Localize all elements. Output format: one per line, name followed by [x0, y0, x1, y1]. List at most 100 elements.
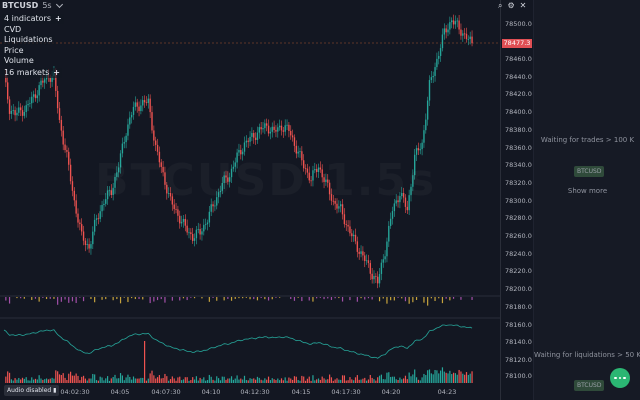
- candle-body: [295, 145, 297, 154]
- more-options-button[interactable]: [610, 368, 630, 388]
- volume-bar: [116, 378, 118, 383]
- symbol-bar[interactable]: BTCUSD 5s: [2, 0, 63, 10]
- delta-bar: [323, 297, 325, 300]
- delta-bar: [308, 297, 310, 301]
- candle-body: [166, 184, 168, 194]
- timeframe-label[interactable]: 5s: [42, 1, 52, 10]
- volume-bar: [179, 376, 181, 383]
- delta-bar: [42, 297, 44, 298]
- price-axis[interactable]: ⌕ ⚙ ✕ 78500.0 78460.0 78440.0 78420.0 78…: [498, 0, 532, 400]
- trades-market-badge[interactable]: BTCUSD: [574, 166, 605, 177]
- candle-body: [449, 22, 451, 30]
- delta-bar: [316, 297, 318, 299]
- gear-icon[interactable]: ⚙: [507, 1, 515, 10]
- volume-bar: [321, 376, 323, 383]
- markets-count-label[interactable]: 16 markets: [4, 68, 50, 77]
- chart-controls[interactable]: ⌕ ⚙ ✕: [498, 1, 526, 11]
- delta-bar: [212, 297, 214, 298]
- volume-bar: [195, 376, 197, 383]
- delta-bar: [404, 297, 407, 302]
- volume-bar: [203, 377, 205, 383]
- volume-bar: [280, 378, 283, 383]
- candle-body: [16, 112, 18, 116]
- markets-toggle[interactable]: 16 markets +: [2, 68, 62, 78]
- candle-body: [308, 172, 310, 181]
- volume-bar: [103, 380, 105, 383]
- candle-body: [426, 100, 429, 120]
- indicator-liquidations[interactable]: Liquidations: [2, 35, 55, 45]
- delta-bar: [367, 297, 370, 299]
- volume-bar: [45, 378, 48, 383]
- candle-body: [391, 211, 394, 219]
- price-chart[interactable]: [0, 0, 500, 400]
- symbol-label[interactable]: BTCUSD: [2, 1, 39, 10]
- liquidations-market-badge[interactable]: BTCUSD: [574, 380, 605, 391]
- volume-bar: [358, 379, 360, 383]
- volume-bar: [177, 377, 179, 383]
- time-label: 04:15: [291, 388, 311, 396]
- volume-bar: [267, 376, 270, 383]
- volume-bar: [101, 377, 103, 383]
- indicator-volume[interactable]: Volume: [2, 56, 36, 66]
- candle-body: [132, 106, 135, 115]
- candle-body: [428, 80, 431, 101]
- candle-body: [206, 222, 209, 225]
- volume-bar: [153, 375, 155, 383]
- volume-bar: [456, 374, 458, 383]
- candle-body: [110, 190, 112, 195]
- price-label: 78200.0: [505, 285, 532, 293]
- volume-bar: [391, 376, 394, 383]
- price-label: 78120.0: [505, 356, 532, 364]
- chevron-down-icon[interactable]: [55, 0, 63, 8]
- volume-bar: [58, 374, 61, 383]
- show-more-link[interactable]: Show more: [567, 187, 608, 195]
- volume-bar: [53, 378, 55, 383]
- close-icon[interactable]: ✕: [519, 1, 527, 10]
- delta-bar: [23, 297, 25, 299]
- add-market-icon[interactable]: +: [53, 68, 60, 77]
- audio-toggle-button[interactable]: Audio disabled ▮: [4, 385, 60, 396]
- indicators-toggle[interactable]: 4 indicators +: [2, 14, 64, 24]
- delta-bar: [216, 297, 218, 301]
- volume-bar: [40, 378, 42, 383]
- candle-body: [219, 190, 222, 193]
- candle-body: [328, 182, 331, 195]
- candle-body: [27, 104, 29, 106]
- price-label: 78240.0: [505, 250, 532, 258]
- volume-bar: [367, 379, 370, 383]
- candle-body: [10, 110, 13, 114]
- volume-bar: [10, 379, 12, 383]
- candle-body: [221, 183, 223, 191]
- indicators-count-label[interactable]: 4 indicators: [4, 14, 52, 23]
- volume-bar: [384, 379, 386, 383]
- add-indicator-icon[interactable]: +: [55, 14, 62, 23]
- delta-bar: [415, 297, 418, 300]
- chart-area[interactable]: BTCUSD 1.5s BTCUSD 5s 4 indicators+ CVD …: [0, 0, 500, 400]
- candle-body: [282, 130, 285, 132]
- price-label: 78400.0: [505, 108, 532, 116]
- candle-body: [421, 142, 423, 150]
- candle-body: [364, 255, 366, 261]
- time-label: 04:17:30: [331, 388, 361, 396]
- candle-body: [423, 130, 425, 143]
- indicator-cvd[interactable]: CVD: [2, 25, 24, 35]
- candle-body: [301, 151, 303, 161]
- delta-bar: [312, 297, 314, 302]
- candle-body: [99, 211, 101, 219]
- volume-bar: [84, 378, 86, 383]
- candle-body: [158, 151, 161, 163]
- search-icon[interactable]: ⌕: [498, 1, 503, 10]
- volume-bar: [312, 375, 314, 383]
- candle-body: [118, 167, 120, 173]
- indicator-price[interactable]: Price: [2, 46, 26, 56]
- candle-body: [256, 132, 259, 140]
- volume-bar: [419, 380, 421, 383]
- volume-bar: [230, 376, 233, 383]
- delta-bar: [382, 297, 384, 299]
- volume-bar: [410, 376, 412, 383]
- audio-label[interactable]: Audio disabled: [7, 387, 52, 394]
- candle-body: [304, 168, 307, 170]
- volume-bar: [134, 378, 136, 383]
- volume-bar: [201, 379, 203, 383]
- candle-body: [36, 95, 38, 99]
